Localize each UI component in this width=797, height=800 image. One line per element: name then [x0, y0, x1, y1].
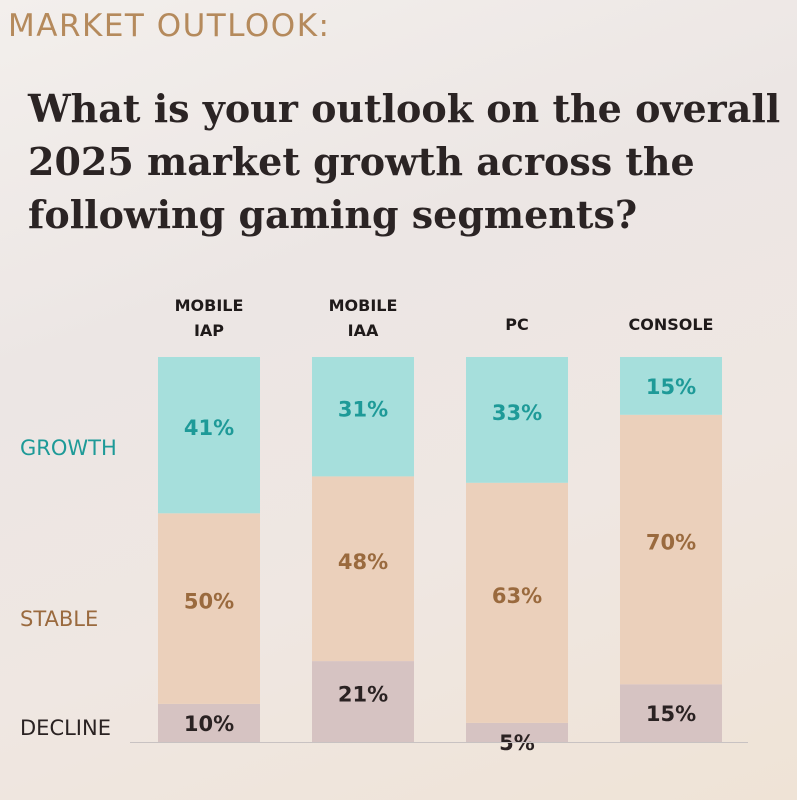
data-label-growth: 31% [338, 398, 388, 422]
category-label: MOBILE [175, 296, 244, 315]
data-label-stable: 48% [338, 550, 388, 574]
bar-segment-growth [620, 357, 722, 415]
bar-segment-decline [312, 661, 414, 742]
bar-segment-growth [158, 357, 260, 514]
data-label-growth: 15% [646, 375, 696, 399]
page-title: What is your outlook on the overall 2025… [28, 86, 781, 237]
legend-label-stable: STABLE [20, 607, 99, 631]
legend-label-growth: GROWTH [20, 436, 117, 460]
bar-segment-stable [466, 482, 568, 723]
bar-segment-decline [158, 703, 260, 742]
bar-segment-decline [466, 722, 568, 742]
data-label-decline: 21% [338, 683, 388, 707]
data-label-decline: 15% [646, 702, 696, 726]
category-label: IAA [348, 321, 379, 340]
data-label-stable: 50% [184, 590, 234, 614]
bar-segment-decline [620, 684, 722, 743]
category-label: IAP [194, 321, 224, 340]
data-label-stable: 63% [492, 584, 542, 608]
data-label-growth: 41% [184, 416, 234, 440]
legend-label-decline: DECLINE [20, 716, 111, 740]
data-label-growth: 33% [492, 401, 542, 425]
category-label: PC [505, 315, 528, 334]
data-label-decline: 10% [184, 712, 234, 736]
bar-segment-stable [312, 476, 414, 662]
eyebrow-heading: MARKET OUTLOOK: [8, 8, 331, 44]
category-label: CONSOLE [629, 315, 714, 334]
bar-segment-stable [158, 513, 260, 704]
data-label-stable: 70% [646, 531, 696, 555]
bar-segment-stable [620, 414, 722, 685]
category-label: MOBILE [329, 296, 398, 315]
bar-segment-growth [312, 357, 414, 477]
bar-segment-growth [466, 357, 568, 483]
